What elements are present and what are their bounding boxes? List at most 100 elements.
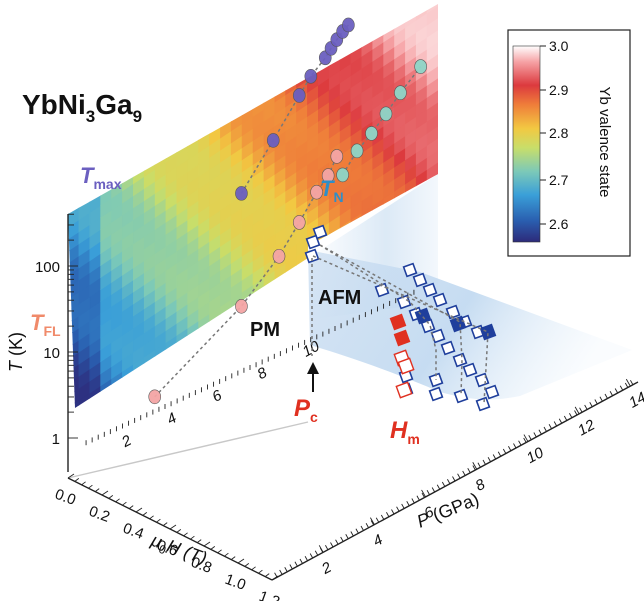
heatmap-cell bbox=[426, 89, 438, 110]
heatmap-cell bbox=[111, 382, 123, 404]
hm-square bbox=[397, 357, 415, 375]
pressure-tick-minor bbox=[482, 459, 486, 465]
tfl-point bbox=[321, 168, 335, 183]
heatmap-cell bbox=[90, 410, 101, 429]
pressure-tick-minor bbox=[624, 382, 629, 388]
heatmap-cell bbox=[252, 60, 265, 81]
field-tick bbox=[237, 558, 245, 564]
tmax-point bbox=[235, 186, 248, 201]
heatmap-cell bbox=[165, 346, 178, 368]
field-tick-minor bbox=[162, 522, 168, 526]
pressure-tick bbox=[369, 517, 375, 525]
heatmap-cell bbox=[176, 375, 188, 397]
heatmap-cell bbox=[263, 17, 276, 38]
pressure-tick-minor bbox=[502, 448, 507, 454]
field-tick-label: 0.6 bbox=[155, 537, 180, 560]
pressure-tick-minor bbox=[325, 545, 329, 550]
heatmap-cell bbox=[165, 358, 178, 380]
heatmap-cell bbox=[143, 120, 156, 141]
field-tick-label: 1.2 bbox=[257, 588, 282, 601]
heatmap-cell bbox=[122, 399, 134, 408]
heatmap-cell bbox=[68, 171, 80, 192]
heatmap-cell bbox=[241, 31, 254, 52]
heatmap-cell bbox=[220, 310, 232, 332]
heatmap-cell bbox=[220, 94, 232, 115]
pressure-tick-minor bbox=[294, 561, 298, 567]
heatmap-cell bbox=[383, 4, 395, 19]
svg-text:TFL: TFL bbox=[30, 310, 61, 339]
pressure-tick-minor bbox=[609, 391, 613, 396]
heatmap-cell bbox=[122, 375, 134, 396]
pressure-tick-minor bbox=[518, 440, 522, 446]
tn-square bbox=[304, 248, 320, 264]
field-tick-minor bbox=[88, 484, 93, 489]
heatmap-cell bbox=[383, 4, 395, 7]
pressure-tick-minor bbox=[452, 476, 456, 482]
pressure-tick-label: 4 bbox=[370, 531, 385, 550]
heatmap-cell bbox=[296, 31, 308, 53]
pressure-tick-minor bbox=[472, 465, 476, 471]
pressure-tick-minor bbox=[492, 454, 497, 460]
heatmap-cell bbox=[101, 427, 112, 446]
heatmap-cell bbox=[78, 404, 91, 408]
heatmap-cell bbox=[111, 394, 123, 408]
heatmap-cell bbox=[285, 26, 297, 48]
heatmap-cell bbox=[415, 4, 428, 9]
pressure-back-tick-label: 2 bbox=[118, 432, 135, 452]
tmax-point bbox=[342, 17, 355, 33]
label-pm: PM bbox=[250, 319, 280, 341]
heatmap-cell bbox=[241, 91, 254, 113]
colorbar-tick-label: 2.6 bbox=[549, 216, 569, 232]
heatmap-cell bbox=[361, 12, 374, 33]
svg-text:TN: TN bbox=[320, 176, 344, 205]
colorbar-tick-label: 2.7 bbox=[549, 172, 569, 188]
heatmap-cell bbox=[230, 50, 243, 72]
pressure-tick-minor bbox=[630, 380, 634, 385]
heatmap-cell bbox=[143, 361, 156, 382]
heatmap-cell bbox=[187, 103, 199, 125]
filled-square bbox=[389, 313, 407, 331]
pressure-tick-minor bbox=[538, 429, 542, 435]
field-tick-minor bbox=[156, 518, 161, 523]
heatmap-cell bbox=[209, 329, 221, 351]
field-tick-label: 0.8 bbox=[189, 554, 214, 577]
svg-text:μ0H (T): μ0H (T) bbox=[147, 530, 210, 572]
pressure-tick-minor bbox=[365, 523, 369, 528]
t-tick-label: 10 bbox=[43, 345, 60, 362]
tn-square bbox=[374, 282, 390, 298]
heatmap-cell bbox=[79, 417, 90, 436]
tmax-point bbox=[266, 133, 280, 148]
heatmap-cell bbox=[394, 4, 406, 24]
tfl-point bbox=[330, 149, 344, 164]
heatmap-cell bbox=[296, 272, 308, 293]
tn-point bbox=[350, 143, 364, 159]
heatmap-cell bbox=[68, 424, 79, 443]
pressure-tick-label: 2 bbox=[318, 559, 335, 579]
heatmap-cell bbox=[176, 111, 188, 132]
heatmap-cell bbox=[372, 5, 384, 26]
heatmap-cell bbox=[252, 24, 265, 45]
heatmap-cell bbox=[307, 48, 319, 69]
field-tick-minor bbox=[128, 505, 134, 509]
heatmap-cell bbox=[165, 94, 178, 115]
field-tick-minor bbox=[251, 566, 256, 571]
heatmap-cell bbox=[263, 77, 276, 98]
heatmap-cell bbox=[307, 12, 319, 33]
heatmap-cell bbox=[394, 4, 406, 12]
pressure-tick-minor bbox=[391, 509, 395, 515]
pressure-tick-minor bbox=[345, 534, 349, 539]
heatmap-cell bbox=[143, 108, 156, 129]
heatmap-cell bbox=[351, 0, 362, 3]
pressure-tick-minor bbox=[319, 547, 324, 553]
tn-square bbox=[422, 282, 438, 298]
heatmap-cell bbox=[383, 10, 395, 31]
heatmap-cell bbox=[198, 60, 210, 81]
tfl-point bbox=[148, 389, 162, 405]
colorbar-tick-label: 3.0 bbox=[549, 38, 569, 54]
heatmap-cell bbox=[426, 53, 438, 74]
heatmap-cell bbox=[285, 14, 297, 36]
heatmap-cell bbox=[241, 43, 254, 65]
heatmap-cell bbox=[317, 4, 330, 14]
heatmap-cell bbox=[296, 296, 308, 317]
heatmap-cell bbox=[361, 24, 374, 45]
